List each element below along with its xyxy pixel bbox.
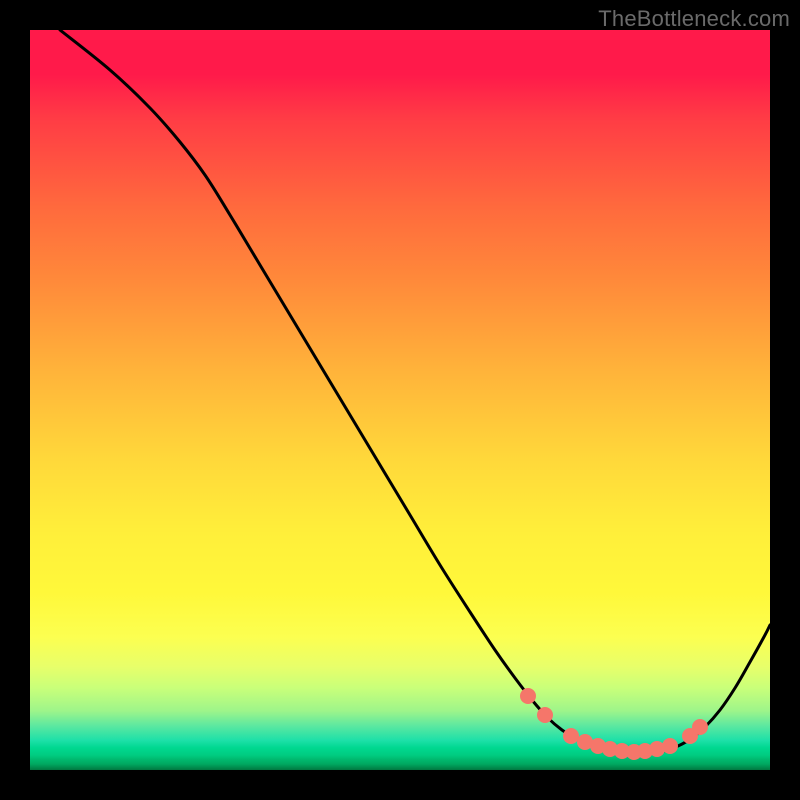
curve-marker [537,707,553,723]
curve-marker [662,738,678,754]
curve-marker [520,688,536,704]
attribution-label: TheBottleneck.com [598,6,790,32]
bottleneck-curve [60,30,770,753]
curve-markers [520,688,708,760]
chart-svg [30,30,770,770]
curve-marker [563,728,579,744]
curve-marker [692,719,708,735]
bottleneck-chart [30,30,770,770]
